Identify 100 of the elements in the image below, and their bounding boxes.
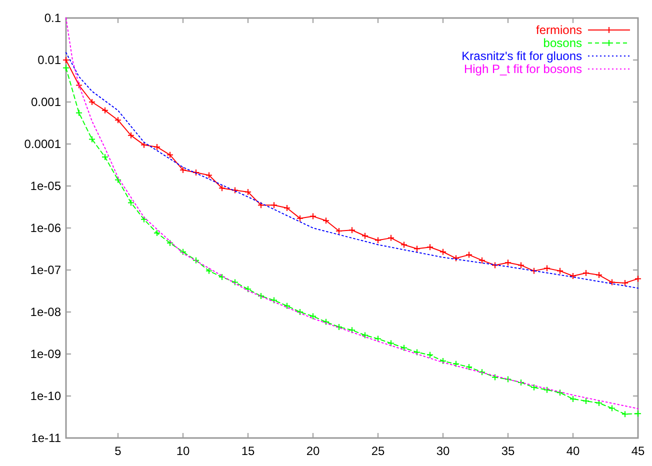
point — [166, 151, 174, 158]
point — [452, 360, 460, 368]
point — [284, 302, 290, 310]
point — [348, 226, 356, 234]
point — [440, 248, 446, 256]
point — [244, 188, 252, 196]
point — [244, 286, 252, 293]
point — [232, 186, 238, 194]
y-tick-label: 0.001 — [30, 95, 62, 109]
point — [388, 234, 394, 242]
x-tick-label: 40 — [566, 444, 580, 458]
point — [258, 202, 264, 209]
point — [322, 318, 330, 326]
point — [154, 143, 160, 150]
legend-label: Krasnitz's fit for gluons — [462, 49, 582, 63]
point — [270, 202, 278, 209]
point — [76, 109, 82, 116]
point — [192, 256, 200, 264]
point — [518, 262, 524, 269]
point — [466, 251, 472, 258]
x-tick-label: 35 — [501, 444, 515, 458]
legend-label: fermions — [536, 23, 582, 37]
point — [102, 106, 108, 114]
point — [154, 230, 160, 237]
point — [492, 262, 498, 269]
x-tick-label: 5 — [114, 444, 122, 458]
point — [270, 296, 278, 304]
point — [206, 267, 212, 274]
point — [114, 176, 122, 184]
point — [492, 374, 498, 381]
point — [596, 272, 602, 279]
point — [362, 332, 368, 339]
point — [310, 312, 316, 320]
point — [400, 241, 408, 248]
point — [336, 227, 342, 234]
point — [478, 256, 486, 264]
point — [452, 254, 460, 262]
point — [634, 410, 642, 418]
point — [478, 368, 486, 376]
point — [570, 272, 576, 280]
x-tick-label: 30 — [436, 444, 450, 458]
point — [322, 217, 330, 224]
point — [128, 132, 134, 139]
point — [362, 232, 368, 240]
y-tick-label: 0.1 — [44, 11, 62, 25]
x-tick-label: 15 — [241, 444, 255, 458]
point — [596, 400, 602, 407]
point — [570, 395, 576, 402]
point — [218, 274, 226, 281]
point — [102, 154, 108, 161]
point — [388, 340, 394, 347]
point — [140, 141, 148, 148]
point — [232, 278, 238, 286]
x-tick-label: 10 — [176, 444, 190, 458]
point — [76, 82, 82, 89]
point — [544, 386, 550, 394]
y-tick-label: 1e-05 — [30, 179, 62, 193]
point — [504, 259, 512, 266]
x-tick-label: 25 — [371, 444, 385, 458]
point — [544, 264, 550, 272]
point — [582, 398, 590, 405]
legend-label: bosons — [543, 36, 582, 50]
y-tick-label: 1e-08 — [30, 305, 62, 319]
point — [556, 267, 564, 274]
point — [414, 245, 420, 252]
point — [622, 410, 628, 418]
point — [310, 212, 316, 220]
point — [426, 351, 434, 358]
point — [180, 248, 186, 256]
x-tick-label: 20 — [306, 444, 320, 458]
y-tick-label: 1e-09 — [30, 347, 62, 361]
point — [622, 280, 628, 287]
point — [258, 292, 264, 300]
point — [374, 335, 382, 342]
y-tick-label: 1e-11 — [31, 431, 62, 445]
y-tick-label: 1e-06 — [30, 221, 62, 235]
point — [166, 239, 174, 246]
point — [518, 378, 524, 386]
x-tick-label: 45 — [631, 444, 645, 458]
point — [88, 98, 96, 106]
point — [440, 358, 446, 365]
point — [400, 344, 408, 352]
point — [504, 376, 512, 383]
point — [530, 384, 538, 391]
point — [180, 166, 186, 174]
point — [88, 136, 96, 143]
point — [192, 168, 200, 176]
point — [336, 323, 342, 330]
y-tick-label: 1e-10 — [30, 389, 62, 403]
point — [608, 404, 616, 412]
point — [128, 199, 134, 206]
point — [530, 267, 538, 274]
y-tick-label: 1e-07 — [30, 263, 62, 277]
point — [582, 269, 590, 276]
point — [374, 236, 382, 244]
y-tick-label: 0.0001 — [24, 137, 62, 151]
point — [556, 389, 564, 396]
point — [218, 184, 226, 192]
point — [426, 244, 434, 251]
point — [296, 214, 304, 222]
